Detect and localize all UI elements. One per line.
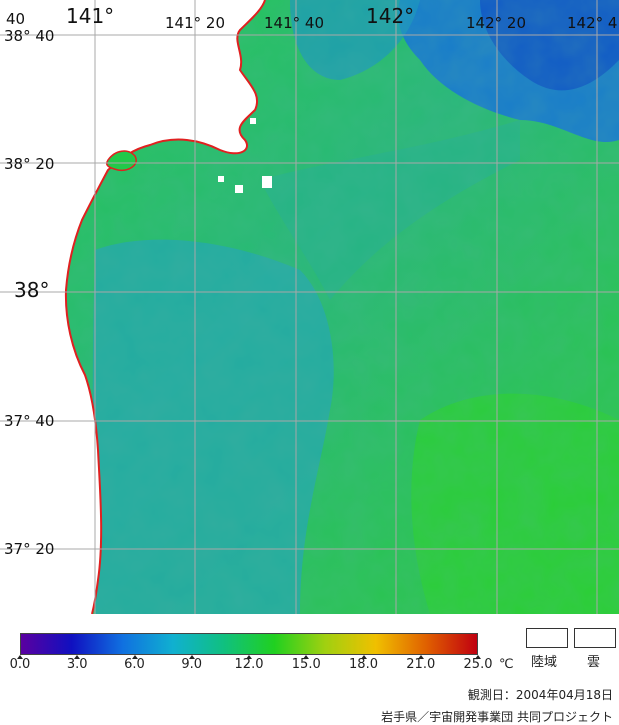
lat-label-38: 38° xyxy=(14,278,50,302)
land-legend-label: 陸域 xyxy=(531,655,558,670)
colorbar-tick-label: 3.0 xyxy=(66,657,88,672)
cloud-legend-label: 雲 xyxy=(587,655,601,670)
colorbar-tick-mark xyxy=(74,655,81,659)
colorbar-tick-label: 25.0 xyxy=(463,657,493,672)
colorbar-tick-mark xyxy=(475,655,481,659)
land-legend-swatch xyxy=(526,628,568,648)
colorbar-tick-label: 9.0 xyxy=(181,657,203,672)
lat-label-38-40: 38° 40 xyxy=(4,27,55,45)
colorbar-tick-mark xyxy=(188,655,195,659)
colorbar-tick-mark xyxy=(246,655,252,659)
lon-label-142-40: 142° 4 xyxy=(567,14,618,32)
colorbar-unit: ℃ xyxy=(499,657,514,672)
lon-label-141-20: 141° 20 xyxy=(165,14,225,32)
colorbar xyxy=(20,633,478,657)
lat-label-38-20: 38° 20 xyxy=(4,155,55,173)
cloud-patch xyxy=(262,176,272,188)
lon-label-141-40: 141° 40 xyxy=(264,14,324,32)
island-coast xyxy=(106,150,137,172)
colorbar-tick-label: 0.0 xyxy=(9,657,31,672)
observation-date: 観測日：2004年04月18日 xyxy=(467,688,613,702)
colorbar-tick-label: 12.0 xyxy=(234,657,264,672)
cloud-legend-swatch xyxy=(574,628,616,648)
cloud-patch xyxy=(250,118,256,124)
lat-label-37-40: 37° 40 xyxy=(4,412,55,430)
colorbar-tick-mark xyxy=(417,655,424,659)
grid-lines xyxy=(0,0,619,614)
colorbar-tick-label: 21.0 xyxy=(406,657,436,672)
lon-label-142-20: 142° 20 xyxy=(466,14,526,32)
colorbar-tick-mark xyxy=(131,655,138,659)
colorbar-tick-label: 15.0 xyxy=(291,657,321,672)
colorbar-tick-label: 18.0 xyxy=(349,657,378,672)
lat-label-37-20: 37° 20 xyxy=(4,540,55,558)
colorbar-tick-label: 6.0 xyxy=(124,657,145,672)
credit-line: 岩手県／宇宙開発事業団 共同プロジェクト xyxy=(381,710,613,724)
cloud-patch xyxy=(235,185,243,193)
land-area xyxy=(0,0,265,614)
lon-label-142: 142° xyxy=(366,4,415,28)
lon-label-141: 141° xyxy=(66,4,115,28)
colorbar-tick-mark xyxy=(17,655,23,659)
colorbar-tick-mark xyxy=(303,655,310,659)
cloud-patch xyxy=(218,176,224,182)
corner-label: 40 xyxy=(6,10,26,28)
colorbar-tick-mark xyxy=(360,655,367,659)
colorbar-gradient xyxy=(20,633,478,655)
sea-surface-temperature-map xyxy=(0,0,619,614)
